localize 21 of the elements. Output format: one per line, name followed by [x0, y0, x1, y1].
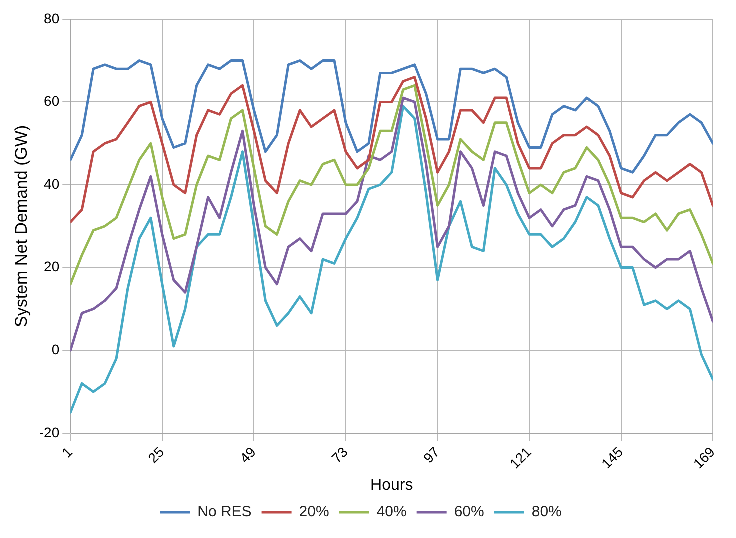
- x-tick-label: 73: [328, 444, 351, 466]
- y-tick-label: -20: [39, 424, 60, 440]
- legend-label: 20%: [299, 504, 330, 521]
- y-tick-label: 40: [44, 176, 60, 192]
- legend-label: No RES: [198, 504, 252, 521]
- y-tick-label: 60: [44, 93, 60, 110]
- legend-label: 60%: [454, 504, 484, 521]
- y-tick-label: 20: [44, 258, 60, 275]
- x-tick-label: 121: [506, 444, 535, 472]
- y-tick-label: 0: [52, 341, 60, 358]
- y-tick-label: 80: [44, 10, 60, 26]
- legend-label: 40%: [376, 504, 407, 521]
- y-axis-title: System Net Demand (GW): [12, 125, 31, 328]
- x-tick-label: 1: [58, 444, 76, 461]
- legend-label: 80%: [532, 504, 562, 521]
- x-tick-label: 169: [690, 444, 718, 472]
- x-tick-label: 49: [236, 444, 260, 466]
- x-tick-label: 97: [420, 444, 443, 466]
- x-axis-title: Hours: [370, 476, 414, 494]
- x-tick-label: 145: [598, 444, 626, 472]
- x-tick-label: 25: [144, 444, 168, 466]
